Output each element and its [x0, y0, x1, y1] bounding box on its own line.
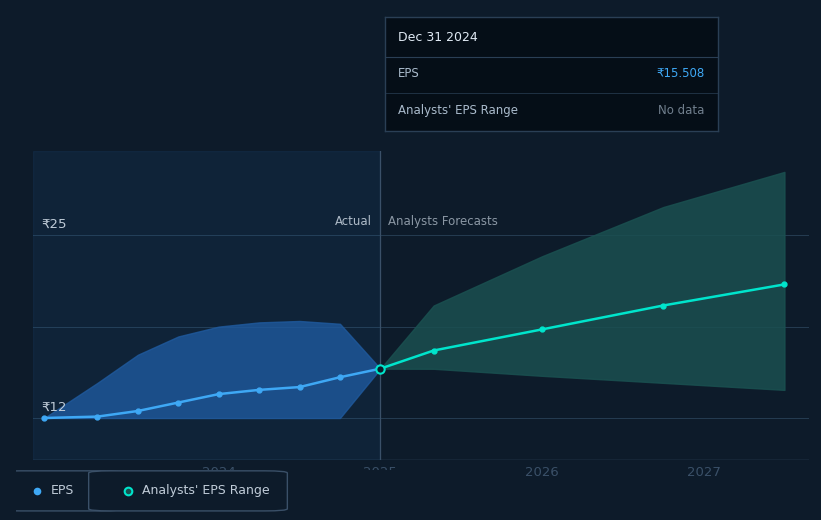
Text: No data: No data — [658, 104, 704, 117]
Text: Actual: Actual — [335, 215, 372, 228]
Bar — [33, 151, 380, 460]
Text: Dec 31 2024: Dec 31 2024 — [398, 31, 478, 44]
Text: EPS: EPS — [398, 68, 420, 80]
FancyBboxPatch shape — [0, 471, 122, 511]
FancyBboxPatch shape — [89, 471, 287, 511]
Text: Analysts Forecasts: Analysts Forecasts — [388, 215, 498, 228]
Text: Analysts' EPS Range: Analysts' EPS Range — [398, 104, 518, 117]
Text: ₹25: ₹25 — [41, 218, 67, 231]
Text: ₹15.508: ₹15.508 — [656, 68, 704, 80]
Text: EPS: EPS — [50, 485, 74, 497]
Text: Analysts' EPS Range: Analysts' EPS Range — [142, 485, 269, 497]
Text: ₹12: ₹12 — [41, 401, 67, 414]
